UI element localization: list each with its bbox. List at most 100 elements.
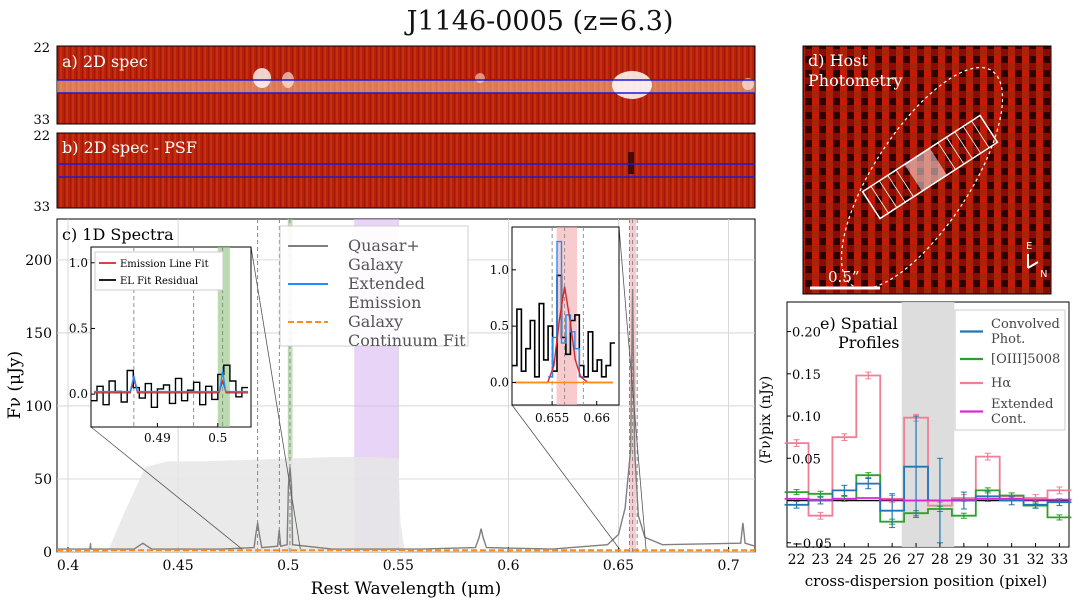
inset2-series-line: [548, 240, 584, 378]
panel-a-hbeta-blob: [253, 68, 271, 88]
inset2-connector: [511, 404, 620, 550]
panel-b-residual: [628, 152, 634, 174]
inset1-connector: [250, 246, 301, 550]
profile-x-tick-label: 28: [931, 552, 949, 568]
profile-legend-label: Convolved: [991, 317, 1060, 332]
profile-series-line: [784, 497, 1072, 502]
slit-tick: [895, 169, 914, 197]
inset1-y-tick-label: 0.0: [69, 387, 88, 401]
panel-d-label-line1: d) Host: [808, 51, 868, 70]
panel-a-blob: [475, 73, 485, 83]
inset1-series-line: [94, 370, 248, 393]
main-legend-label: Emission: [348, 293, 421, 312]
main-x-tick-label: 0.65: [603, 558, 634, 574]
main-y-tick-label: 0: [43, 545, 52, 561]
inset2-x-tick-label: 0.655: [535, 411, 569, 425]
main-x-tick-label: 0.45: [163, 558, 194, 574]
profile-y-tick-label: 0.20: [792, 326, 821, 341]
main-y-axis-label: Fν (μJy): [5, 351, 25, 419]
main-legend-label: Galaxy: [348, 312, 403, 331]
panel-a-label: a) 2D spec: [62, 52, 148, 71]
host-aperture-ellipse: [840, 66, 1004, 290]
panel-a-halpha-blob: [612, 71, 652, 99]
panel-a-blob: [742, 78, 754, 90]
panel-a-ytick-33: 33: [33, 113, 50, 128]
inset1-legend-label: Emission Line Fit: [120, 259, 209, 270]
profile-y-tick-label: 0.10: [792, 410, 821, 425]
main-series-line: [57, 289, 756, 550]
main-x-tick-label: 0.7: [717, 558, 739, 574]
main-chart-title: c) 1D Spectra: [62, 225, 174, 244]
inset-oiii-hbeta: 0.49 0.5 0.0 0.5 1.0 Emission Line Fit EL Fit …: [69, 246, 252, 445]
profile-x-tick-label: 24: [835, 552, 853, 568]
profile-y-tick-label: 0.05: [792, 452, 821, 467]
inset-halpha: 0.655 0.66 0.0 0.5 1.0: [490, 226, 620, 425]
profile-y-axis-label: ⟨Fν⟩pix (nJy): [758, 376, 774, 464]
inset1-x-tick-label: 0.49: [144, 431, 171, 445]
panel-b-label: b) 2D spec - PSF: [62, 138, 197, 157]
profile-legend-label: Phot.: [991, 332, 1025, 347]
inset1-y-tick-label: 1.0: [69, 256, 88, 270]
inset2-series-line: [512, 274, 615, 378]
slit-overlay: [861, 114, 999, 220]
panel-a-2d-spec: a) 2D spec 22 33: [33, 41, 756, 128]
profile-series-line: [784, 465, 1072, 512]
profile-legend-label: Hα: [991, 376, 1011, 391]
main-shaded-region: [288, 219, 293, 552]
inset2-y-tick-label: 0.0: [490, 375, 509, 389]
inset2-y-tick-label: 0.5: [490, 319, 509, 333]
profile-x-tick-label: 23: [812, 552, 830, 568]
panel-b-ytick-33: 33: [33, 200, 50, 215]
compass-e-label: E: [1026, 241, 1032, 252]
slit-tick: [870, 186, 889, 214]
slit-center: [904, 148, 948, 192]
profile-x-tick-label: 30: [979, 552, 997, 568]
main-legend-label: Galaxy: [348, 255, 403, 274]
profile-x-tick-label: 26: [883, 552, 901, 568]
main-filter-curve: [107, 457, 405, 552]
profile-x-tick-label: 27: [907, 552, 925, 568]
inset1-connector: [90, 426, 243, 550]
profile-x-tick-label: 22: [788, 552, 806, 568]
main-y-tick-label: 100: [25, 399, 52, 415]
main-x-tick-label: 0.55: [383, 558, 414, 574]
profile-x-tick-label: 33: [1051, 552, 1069, 568]
profile-title-line2: Profiles: [838, 333, 900, 352]
slit-tick: [946, 137, 965, 165]
inset1-y-tick-label: 0.5: [69, 321, 88, 335]
main-legend-label: Continuum Fit: [348, 331, 466, 350]
panel-d-label-line2: Photometry: [808, 71, 903, 90]
slit-tick: [879, 180, 898, 208]
main-legend-label: Quasar+: [348, 236, 420, 255]
main-y-tick-label: 50: [34, 472, 52, 488]
inset2-series-line: [514, 286, 613, 384]
profile-y-tick-label: 0.15: [792, 368, 821, 383]
panel-a-trace: [57, 80, 755, 93]
profile-legend-box: [954, 309, 1066, 431]
profile-legend-label: Extended: [991, 397, 1053, 412]
panel-d-host-photometry: d) Host Photometry 0.5” E N: [802, 45, 1052, 295]
main-x-axis-label: Rest Wavelength (μm): [311, 579, 502, 599]
slit-tick: [937, 142, 956, 170]
main-legend-label: Extended: [348, 274, 425, 293]
panel-e-spatial-profiles: e) Spatial Profiles cross-dispersion pos…: [758, 301, 1072, 590]
slit-tick: [971, 120, 990, 148]
inset1-legend-label: EL Fit Residual: [120, 276, 198, 287]
profile-legend-label: [OIII]5008: [991, 352, 1060, 367]
panel-b-2d-spec-psf: b) 2D spec - PSF 22 33: [33, 129, 756, 215]
profile-x-tick-label: 25: [859, 552, 877, 568]
inset2-connector: [618, 226, 647, 550]
main-x-tick-label: 0.5: [277, 558, 299, 574]
profile-x-tick-label: 29: [955, 552, 973, 568]
profile-x-axis-label: cross-dispersion position (pixel): [805, 572, 1047, 590]
slit-tick: [887, 175, 906, 203]
main-shaded-region: [629, 219, 637, 552]
compass-n-label: N: [1040, 269, 1047, 280]
profile-legend-label: Cont.: [991, 412, 1027, 427]
main-y-tick-label: 200: [25, 253, 52, 269]
main-x-tick-label: 0.6: [497, 558, 519, 574]
inset2-x-tick-label: 0.66: [583, 411, 610, 425]
profile-x-tick-label: 32: [1027, 552, 1045, 568]
inset1-x-tick-label: 0.5: [208, 431, 227, 445]
